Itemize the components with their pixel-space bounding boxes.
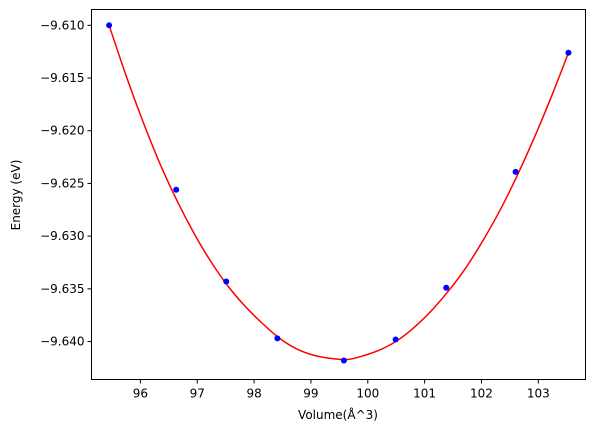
x-tick-label: 97 <box>190 387 205 401</box>
data-point <box>106 22 113 29</box>
data-point <box>512 168 519 175</box>
y-tick-label: −9.615 <box>40 71 84 85</box>
data-point <box>274 335 281 342</box>
fit-curve <box>108 25 570 361</box>
data-point <box>443 284 450 291</box>
x-tick-label: 99 <box>303 387 318 401</box>
y-tick-label: −9.635 <box>40 282 84 296</box>
x-tick-label: 103 <box>527 387 550 401</box>
y-tick-label: −9.610 <box>40 18 84 32</box>
y-tick-label: −9.620 <box>40 124 84 138</box>
x-axis-ticks: 96 97 98 99 100 101 102 103 <box>133 379 550 401</box>
x-tick-label: 98 <box>246 387 261 401</box>
y-tick-label: −9.625 <box>40 176 84 190</box>
data-point <box>173 186 180 193</box>
axes-frame <box>91 9 586 380</box>
x-tick-label: 102 <box>470 387 493 401</box>
x-axis-label: Volume(Å^3) <box>298 407 378 422</box>
plot-area <box>106 22 572 364</box>
x-tick-label: 100 <box>356 387 379 401</box>
data-point <box>340 357 347 364</box>
y-axis-ticks: −9.610 −9.615 −9.620 −9.625 −9.630 −9.635 −9.6… <box>40 18 92 349</box>
x-tick-label: 101 <box>413 387 436 401</box>
data-point <box>392 336 399 343</box>
y-tick-label: −9.640 <box>40 335 84 349</box>
x-tick-label: 96 <box>133 387 148 401</box>
y-tick-label: −9.630 <box>40 229 84 243</box>
y-axis-label: Energy (eV) <box>9 160 23 231</box>
data-point <box>565 49 572 56</box>
data-point <box>223 278 230 285</box>
